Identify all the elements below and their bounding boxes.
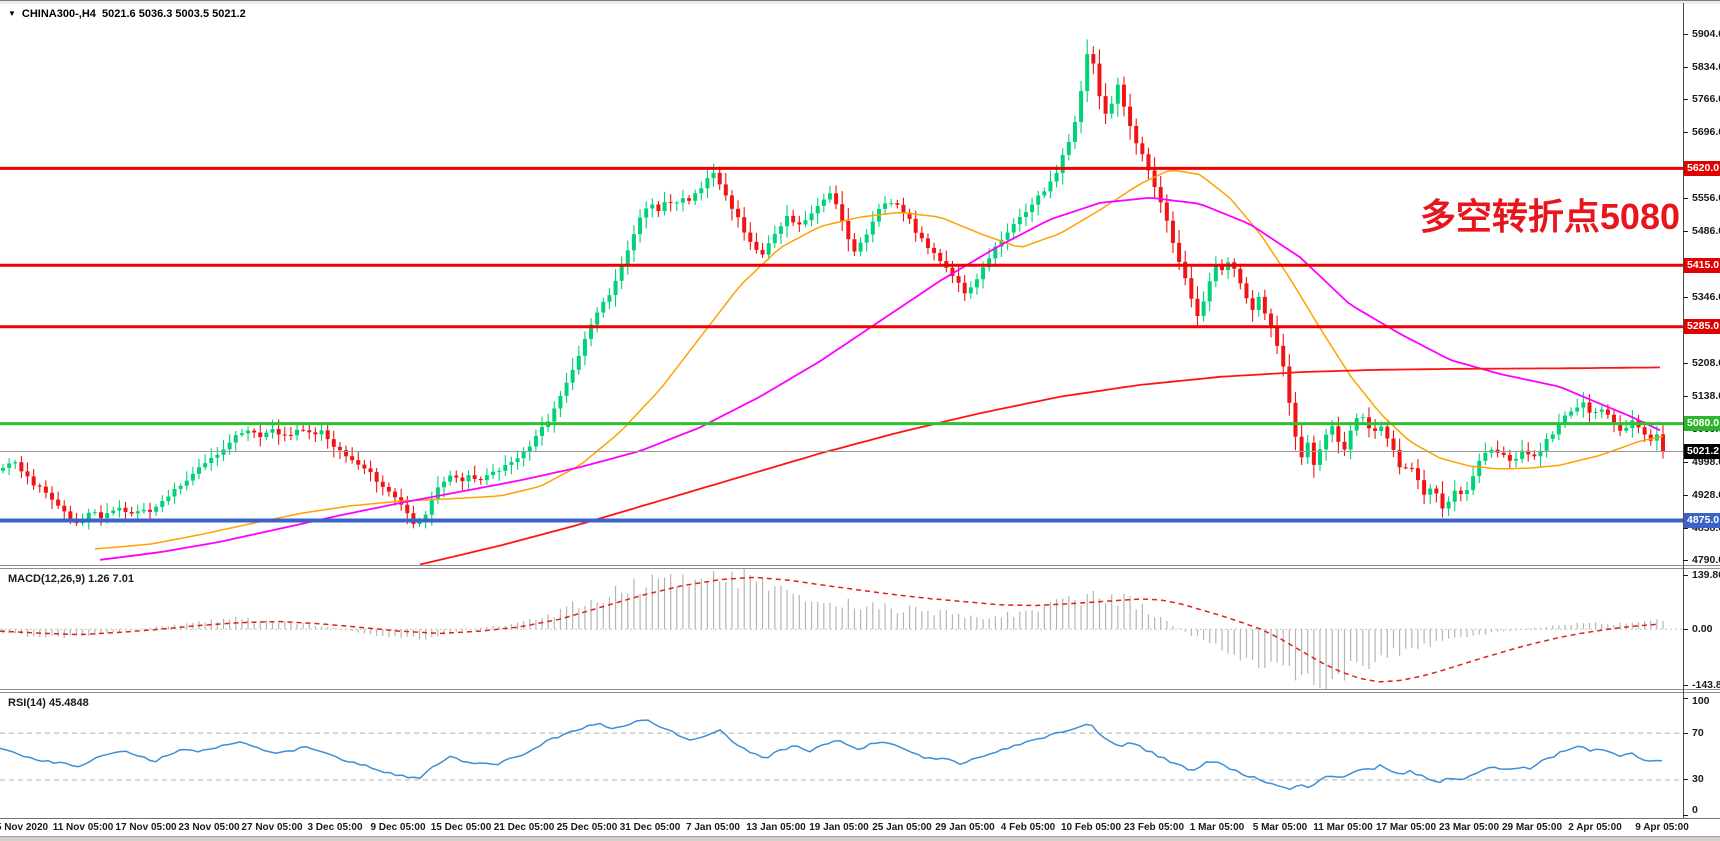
price-level-badge: 5080.0	[1684, 416, 1720, 432]
axis-tick	[1683, 297, 1688, 299]
axis-tick	[1683, 574, 1688, 576]
y-axis-label: 5346.0	[1692, 291, 1720, 304]
x-axis-label: 21 Dec 05:00	[493, 822, 555, 833]
symbol-label: CHINA300-,H4	[21, 8, 96, 20]
axis-tick	[1683, 395, 1688, 397]
window-top-edge	[0, 0, 1720, 4]
x-axis-label: 7 Jan 05:00	[686, 822, 740, 833]
x-axis-label: 25 Jan 05:00	[872, 822, 932, 833]
rsi-axis-label: 30	[1692, 773, 1704, 786]
axis-tick	[1683, 528, 1688, 530]
x-axis-label: 17 Mar 05:00	[1375, 822, 1437, 833]
y-axis-label: 5834.0	[1692, 60, 1720, 73]
x-axis-label: 29 Jan 05:00	[935, 822, 995, 833]
axis-tick	[1683, 628, 1688, 630]
price-axis-border	[1683, 3, 1684, 818]
axis-tick	[1683, 131, 1688, 133]
y-axis-label: 5696.0	[1692, 125, 1720, 138]
x-axis-label: 3 Dec 05:00	[307, 822, 363, 833]
x-axis-label: 11 Mar 05:00	[1313, 822, 1373, 833]
axis-tick	[1683, 362, 1688, 364]
window-bottom-edge	[0, 836, 1720, 841]
x-axis-label: 13 Jan 05:00	[746, 822, 806, 833]
pane-separator-rsi[interactable]	[0, 689, 1720, 693]
axis-tick	[1683, 779, 1688, 781]
axis-tick	[1683, 814, 1688, 816]
main-chart-area[interactable]	[0, 4, 1683, 565]
price-level-badge: 5415.0	[1684, 257, 1720, 273]
axis-tick	[1683, 461, 1688, 463]
pane-separator-macd[interactable]	[0, 565, 1720, 569]
y-axis-label: 5138.0	[1692, 389, 1720, 402]
x-axis-label: 15 Dec 05:00	[430, 822, 492, 833]
x-axis-label: 23 Mar 05:00	[1438, 822, 1500, 833]
x-axis-label: 27 Nov 05:00	[241, 822, 303, 833]
axis-tick	[1683, 231, 1688, 233]
rsi-axis-label: 0	[1692, 804, 1698, 816]
x-axis-label: 19 Jan 05:00	[809, 822, 869, 833]
symbol-dropdown-icon[interactable]: ▼	[8, 9, 16, 18]
axis-tick	[1683, 732, 1688, 734]
ohlc-readout: 5021.6 5036.3 5003.5 5021.2	[102, 8, 246, 20]
x-axis-label: 23 Nov 05:00	[178, 822, 240, 833]
rsi-axis-label: 100	[1692, 695, 1710, 707]
axis-tick	[1683, 495, 1688, 496]
macd-axis-label: 0.00	[1692, 622, 1713, 635]
x-axis-label: 11 Nov 05:00	[52, 822, 114, 833]
symbol-bar: ▼ CHINA300-,H4 5021.6 5036.3 5003.5 5021.…	[8, 8, 246, 20]
x-axis-label: 31 Dec 05:00	[619, 822, 681, 833]
time-axis-border	[0, 818, 1720, 819]
x-axis-label: 9 Dec 05:00	[370, 822, 426, 833]
axis-tick	[1683, 198, 1688, 200]
x-axis-label: 17 Nov 05:00	[115, 822, 177, 833]
axis-tick	[1683, 697, 1688, 699]
x-axis-label: 1 Mar 05:00	[1189, 822, 1245, 833]
y-axis-label: 4790.0	[1692, 554, 1720, 567]
chart-annotation-text: 多空转折点5080	[1419, 196, 1680, 237]
y-axis-label: 5904.0	[1692, 27, 1720, 40]
macd-axis-label: -143.82	[1692, 678, 1720, 691]
y-axis-label: 5766.0	[1692, 92, 1720, 105]
price-level-badge: 4875.0	[1684, 513, 1720, 529]
y-axis-label: 5208.0	[1692, 356, 1720, 369]
current-price-badge: 5021.2	[1684, 443, 1720, 459]
macd-axis-label: 139.86	[1692, 568, 1720, 581]
axis-tick	[1683, 560, 1688, 562]
price-level-badge: 5620.0	[1684, 160, 1720, 176]
x-axis-label: 29 Mar 05:00	[1501, 822, 1563, 833]
macd-pane[interactable]	[0, 568, 1683, 689]
x-axis-label: 23 Feb 05:00	[1123, 822, 1185, 833]
y-axis-label: 5486.0	[1692, 225, 1720, 238]
x-axis-label: 25 Dec 05:00	[556, 822, 618, 833]
x-axis-label: 5 Nov 2020	[0, 822, 49, 833]
y-axis-label: 4928.0	[1692, 489, 1720, 501]
rsi-axis-label: 70	[1692, 726, 1704, 739]
axis-tick	[1683, 66, 1688, 68]
macd-indicator-label: MACD(12,26,9) 1.26 7.01	[8, 573, 134, 585]
price-level-badge: 5285.0	[1684, 319, 1720, 335]
y-axis-label: 5556.0	[1692, 192, 1720, 205]
axis-tick	[1683, 33, 1688, 35]
x-axis-label: 2 Apr 05:00	[1568, 822, 1622, 833]
axis-tick	[1683, 684, 1688, 686]
x-axis-label: 9 Apr 05:00	[1635, 822, 1689, 833]
x-axis-label: 5 Mar 05:00	[1252, 822, 1308, 833]
rsi-pane[interactable]	[0, 692, 1683, 818]
axis-tick	[1683, 98, 1688, 100]
x-axis-label: 10 Feb 05:00	[1060, 822, 1122, 833]
x-axis-label: 4 Feb 05:00	[1000, 822, 1056, 833]
rsi-indicator-label: RSI(14) 45.4848	[8, 697, 89, 709]
